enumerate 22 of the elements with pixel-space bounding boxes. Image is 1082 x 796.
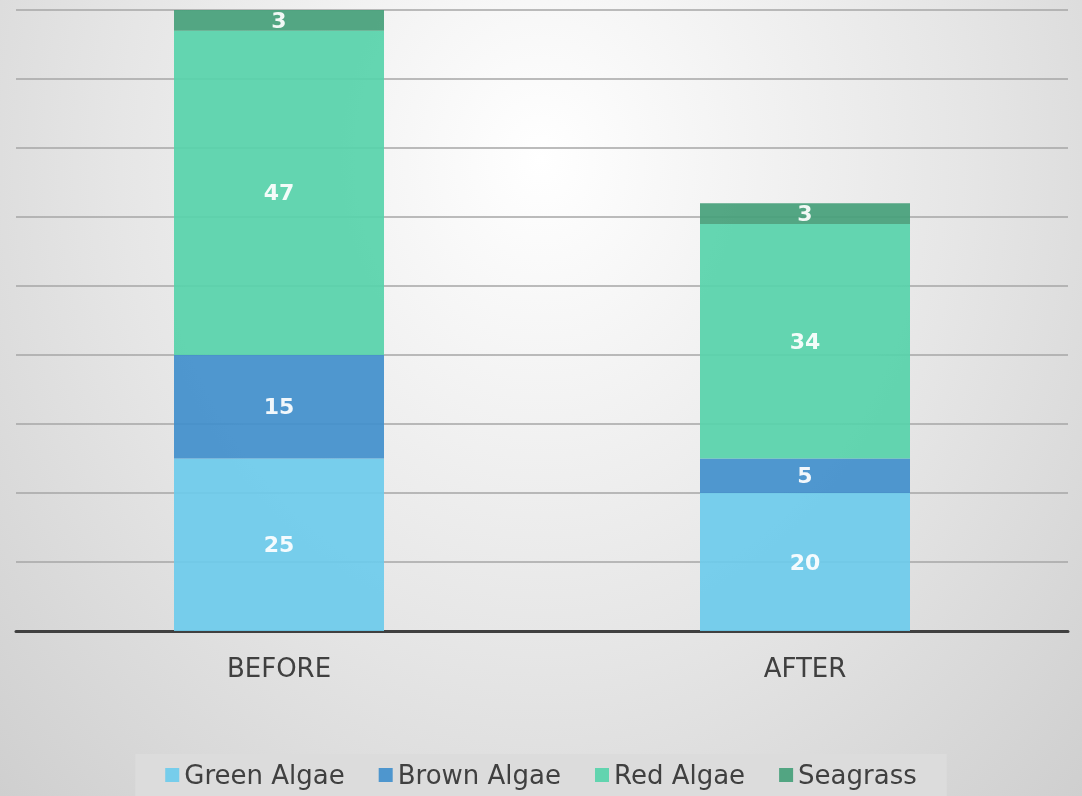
bar (174, 10, 384, 31)
legend-label: Red Algae (614, 760, 746, 790)
bar (700, 223, 910, 459)
data-label: 25 (263, 532, 295, 558)
data-label: 47 (263, 180, 295, 206)
x-tick-label: BEFORE (226, 653, 332, 683)
bar (174, 458, 384, 631)
legend-label: Green Algae (184, 760, 345, 790)
data-label: 20 (789, 549, 821, 575)
bar (700, 458, 910, 493)
data-label: 3 (271, 7, 287, 33)
data-label: 34 (789, 328, 821, 354)
bar (700, 493, 910, 631)
data-label: 3 (797, 201, 813, 227)
data-label: 15 (263, 394, 295, 420)
x-tick-label: AFTER (763, 653, 847, 683)
bar (700, 203, 910, 224)
legend-label: Seagrass (798, 760, 917, 790)
bar (174, 355, 384, 459)
data-label: 5 (797, 463, 813, 489)
legend-label: Brown Algae (397, 760, 561, 790)
bar (174, 30, 384, 355)
